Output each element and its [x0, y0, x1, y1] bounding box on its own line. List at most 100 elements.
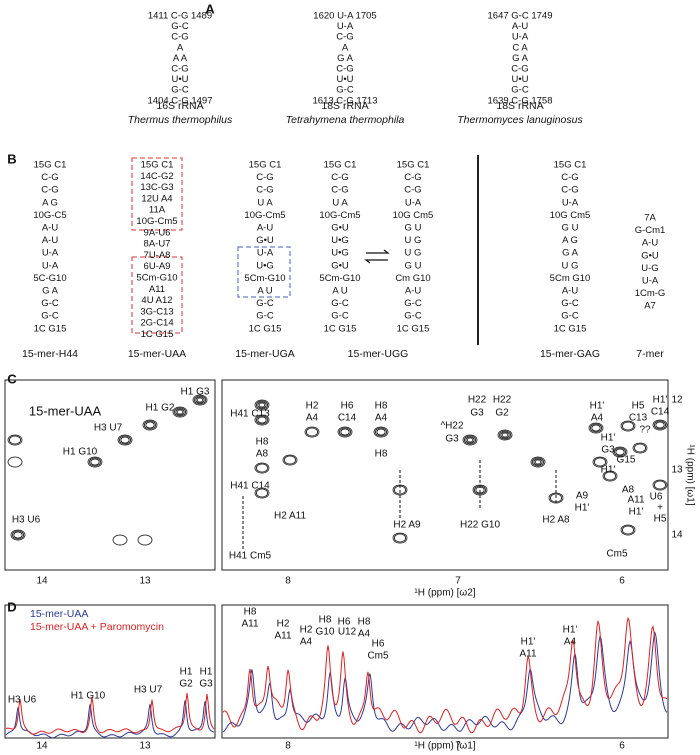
peak-label: H6 — [338, 617, 351, 628]
base-pair: 5Cm-G10 — [244, 273, 285, 284]
contour — [614, 447, 627, 457]
base-pair: U•U — [336, 74, 353, 85]
contour — [193, 395, 206, 405]
contour — [498, 430, 511, 440]
peak-label: H1' — [629, 507, 644, 518]
base-pair: G•U — [331, 223, 349, 234]
peak-label: G3 — [445, 434, 459, 445]
peak-label: H5 — [654, 514, 667, 525]
contour — [196, 397, 204, 403]
base-pair: G-C — [404, 298, 422, 309]
structure-name: 15-mer-GAG — [540, 348, 600, 360]
x-axis-label: ¹H (ppm) [ω2] — [414, 588, 475, 599]
base-pair: U A — [257, 197, 273, 208]
legend-entry: 15-mer-UAA + Paromomycin — [30, 621, 164, 633]
base-pair: A A — [173, 53, 188, 64]
contour — [195, 396, 205, 404]
base-pair: A-U — [642, 238, 659, 249]
contour — [632, 442, 648, 454]
base-pair: C-G — [561, 185, 578, 196]
base-pair: G U — [405, 223, 422, 234]
contour — [7, 456, 23, 468]
base-pair: 7U-A8 — [144, 250, 171, 261]
contour — [652, 419, 668, 431]
base-pair: 10G-Cm5 — [136, 216, 177, 227]
structure-name: 7-mer — [636, 348, 664, 360]
base-pair: 1639 C-G 1758 — [488, 95, 553, 106]
base-pair: 11A — [149, 205, 166, 216]
base-pair: G-C — [41, 298, 59, 309]
x-tick-label: 7 — [455, 576, 461, 587]
base-pair: C-G — [331, 185, 348, 196]
base-pair: 1613 C-G 1713 — [313, 95, 378, 106]
peak-label: H1' — [590, 401, 605, 412]
base-pair: C-G — [404, 185, 421, 196]
contour — [255, 488, 268, 498]
contour — [654, 420, 667, 430]
contour — [594, 457, 607, 467]
base-pair: 1620 U-A 1705 — [313, 11, 376, 22]
base-pair: U-A — [642, 276, 659, 287]
contour — [534, 459, 542, 465]
base-pair: 10G Cm5 — [550, 210, 591, 221]
base-pair: 3G-C13 — [140, 306, 173, 317]
x-tick-label: 8 — [285, 741, 291, 752]
peak-label: ?? — [639, 425, 651, 436]
contour — [143, 420, 156, 430]
base-pair: A7 — [644, 301, 656, 312]
base-pair: U G — [405, 248, 422, 259]
x-tick-label: 13 — [139, 741, 151, 752]
contour — [254, 399, 270, 411]
base-pair: A-U — [405, 286, 422, 297]
peak-label: H22 — [468, 395, 487, 406]
base-pair: C-G — [336, 64, 353, 75]
structure-name: 15-mer-UAA — [128, 348, 186, 360]
structure-name: 15-mer-UGA — [235, 348, 295, 360]
contour — [374, 427, 387, 437]
x-tick-label: 7 — [455, 741, 461, 752]
base-pair: A G — [42, 197, 58, 208]
peak-label: H2 A11 — [274, 511, 306, 522]
contour — [192, 394, 208, 406]
peak-label: H2 — [277, 619, 290, 630]
peak-label: A11 — [274, 631, 291, 642]
peak-label: H1 G10 — [71, 691, 106, 702]
contour — [282, 454, 298, 466]
peak-label: H1' — [601, 465, 616, 476]
base-pair: 4U A12 — [141, 295, 172, 306]
peak-label: H1 — [180, 667, 193, 678]
base-pair: A — [177, 42, 184, 53]
peak-label: A11 — [241, 619, 258, 630]
contour — [465, 436, 475, 444]
base-pair: 10G-C5 — [33, 210, 66, 221]
peak-label: H1' — [575, 503, 590, 514]
base-pair: 13C-G3 — [140, 182, 173, 193]
base-pair: 1C G15 — [397, 323, 430, 334]
base-pair: G-C — [256, 298, 274, 309]
contour — [634, 443, 647, 453]
contour — [463, 435, 476, 445]
base-pair: C-G — [41, 185, 58, 196]
legend-entry: 15-mer-UAA — [30, 608, 88, 620]
contour — [142, 419, 158, 431]
base-pair: A-U — [42, 235, 59, 246]
peak-label: H41 C14 — [230, 481, 270, 492]
base-pair: A-U — [257, 223, 274, 234]
base-pair: C-G — [331, 172, 348, 183]
base-pair: A-U — [512, 21, 529, 32]
base-pair: G A — [562, 248, 579, 259]
spectrum-trace — [5, 692, 215, 735]
base-pair: C-G — [404, 172, 421, 183]
peak-label: H8 — [319, 615, 332, 626]
base-pair: G•U — [256, 235, 274, 246]
base-pair: U A — [332, 197, 348, 208]
contour — [87, 456, 103, 468]
structure-name: 15-mer-H44 — [22, 348, 78, 360]
base-pair: C-G — [336, 32, 353, 43]
base-pair: 1404 C-G 1497 — [148, 95, 213, 106]
contour — [257, 401, 267, 409]
contour — [591, 424, 601, 432]
base-pair: 7A — [644, 213, 656, 224]
contour — [340, 428, 350, 436]
contour — [620, 420, 636, 432]
